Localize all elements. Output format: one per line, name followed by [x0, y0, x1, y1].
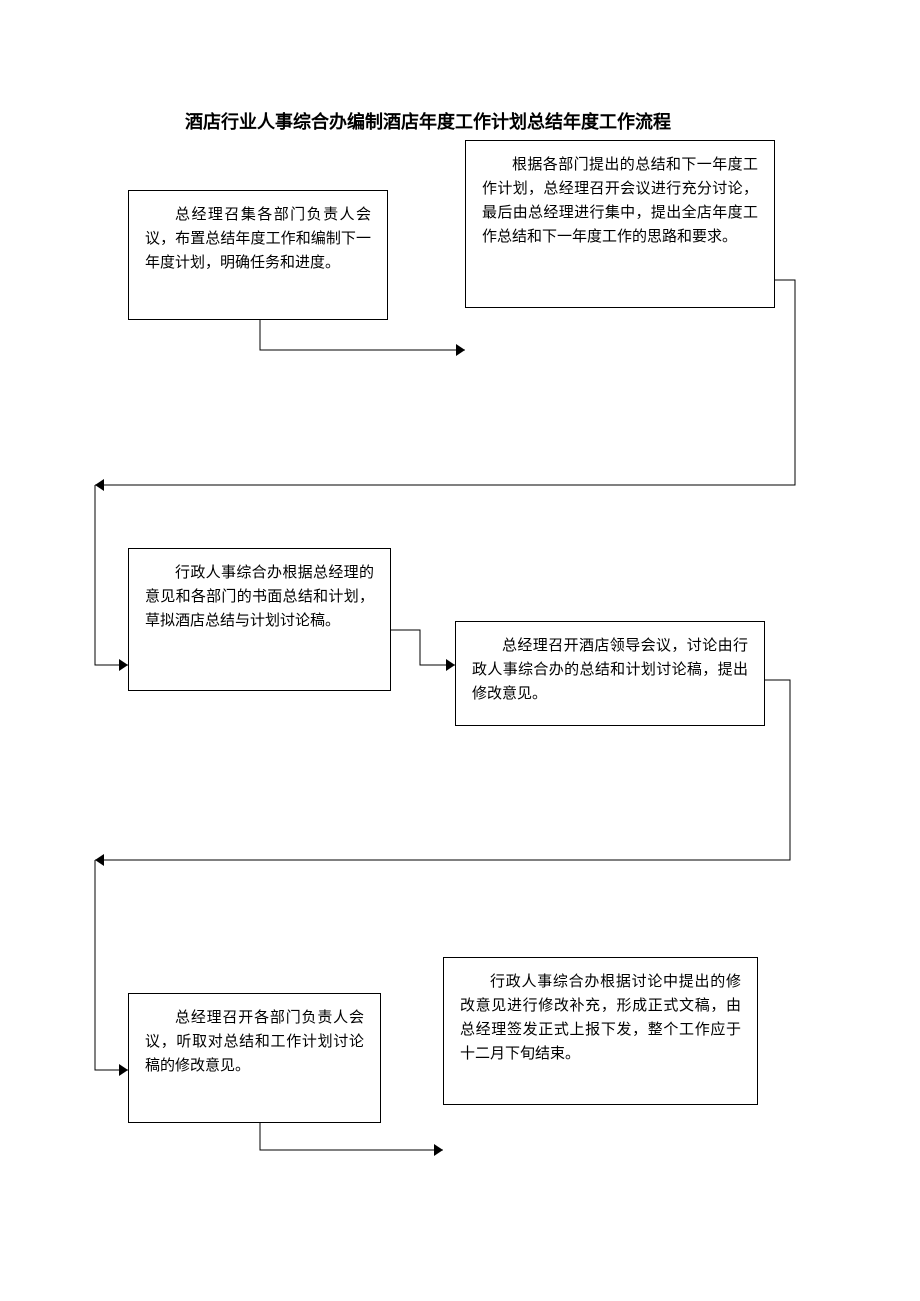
arrowhead-e3	[446, 659, 455, 671]
node-text: 总经理召集各部门负责人会议，布置总结年度工作和编制下一年度计划，明确任务和进度。	[145, 203, 371, 275]
edge-e5	[260, 1123, 443, 1150]
node-text: 行政人事综合办根据总经理的意见和各部门的书面总结和计划，草拟酒店总结与计划讨论稿…	[145, 561, 374, 633]
arrowhead-e4	[95, 854, 104, 866]
edge-e1	[260, 320, 465, 350]
edge-e2b	[95, 485, 128, 665]
arrowhead-e5	[434, 1144, 443, 1156]
edge-e4b	[95, 860, 128, 1070]
arrowhead-e2b	[119, 659, 128, 671]
edge-e3	[391, 630, 455, 665]
flowchart-node-n4: 总经理召开酒店领导会议，讨论由行政人事综合办的总结和计划讨论稿，提出修改意见。	[455, 621, 765, 726]
title-text: 酒店行业人事综合办编制酒店年度工作计划总结年度工作流程	[185, 112, 671, 132]
flowchart-node-n3: 行政人事综合办根据总经理的意见和各部门的书面总结和计划，草拟酒店总结与计划讨论稿…	[128, 548, 391, 691]
arrowhead-e4b	[119, 1064, 128, 1076]
flowchart-node-n1: 总经理召集各部门负责人会议，布置总结年度工作和编制下一年度计划，明确任务和进度。	[128, 190, 388, 320]
arrowhead-e2	[95, 479, 104, 491]
flowchart-node-n2: 根据各部门提出的总结和下一年度工作计划，总经理召开会议进行充分讨论，最后由总经理…	[465, 140, 775, 308]
flowchart-node-n6: 行政人事综合办根据讨论中提出的修改意见进行修改补充，形成正式文稿，由总经理签发正…	[443, 957, 758, 1105]
node-text: 总经理召开酒店领导会议，讨论由行政人事综合办的总结和计划讨论稿，提出修改意见。	[472, 634, 748, 706]
diagram-title: 酒店行业人事综合办编制酒店年度工作计划总结年度工作流程	[128, 108, 728, 134]
flowchart-node-n5: 总经理召开各部门负责人会议，听取对总结和工作计划讨论稿的修改意见。	[128, 993, 381, 1123]
node-text: 根据各部门提出的总结和下一年度工作计划，总经理召开会议进行充分讨论，最后由总经理…	[482, 153, 758, 249]
node-text: 总经理召开各部门负责人会议，听取对总结和工作计划讨论稿的修改意见。	[145, 1006, 364, 1078]
node-text: 行政人事综合办根据讨论中提出的修改意见进行修改补充，形成正式文稿，由总经理签发正…	[460, 970, 741, 1066]
arrowhead-e1	[456, 344, 465, 356]
